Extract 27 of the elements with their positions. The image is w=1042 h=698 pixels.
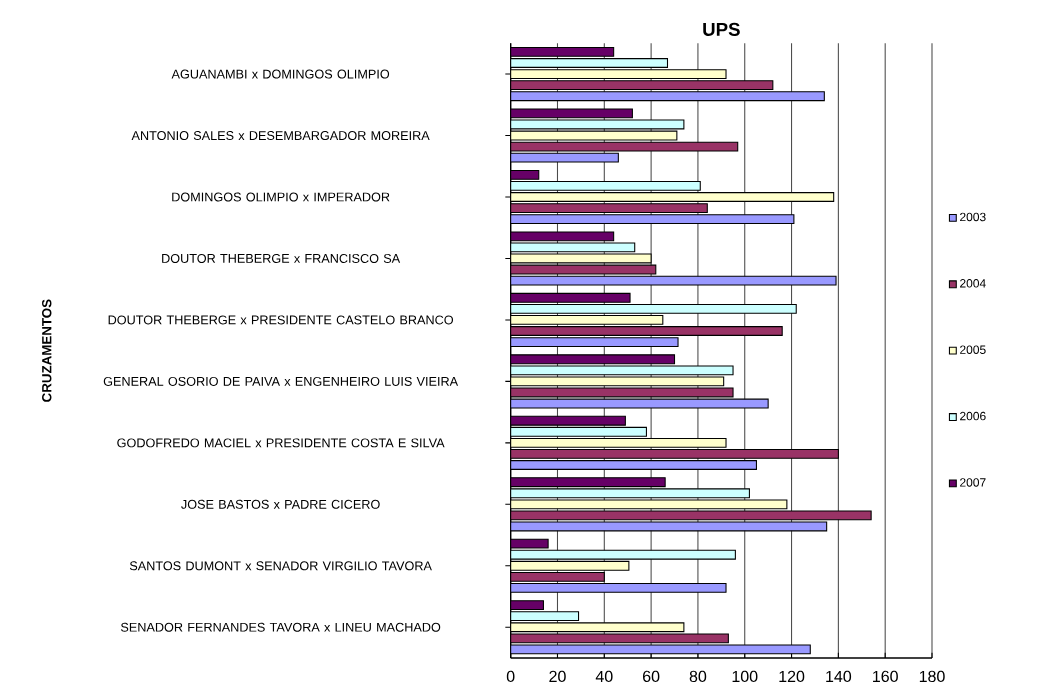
y-tick-label: AGUANAMBI x DOMINGOS OLIMPIO [171, 69, 390, 79]
y-axis-title: CRUZAMENTOS [42, 299, 52, 402]
y-tick-label: ANTONIO SALES x DESEMBARGADOR MOREIRA [131, 131, 430, 141]
x-tick-label: 20 [549, 670, 566, 683]
x-tick-label: 140 [826, 670, 852, 683]
x-tick-label: 120 [779, 670, 805, 683]
legend-label: 2006 [960, 411, 986, 421]
y-tick-label: GENERAL OSORIO DE PAIVA x ENGENHEIRO LUIS VIEIRA [103, 376, 459, 386]
y-tick-label: DOUTOR THEBERGE x PRESIDENTE CASTELO BRANCO [108, 315, 454, 325]
y-tick-label: DOMINGOS OLIMPIO x IMPERADOR [172, 192, 390, 202]
y-tick-label: GODOFREDO MACIEL x PRESIDENTE COSTA E SILVA [117, 438, 445, 448]
legend-label: 2003 [960, 212, 986, 222]
chart-title: UPS [703, 22, 740, 36]
x-tick-label: 0 [506, 670, 515, 683]
y-tick-label: SANTOS DUMONT x SENADOR VIRGILIO TAVORA [129, 561, 432, 571]
y-tick-label: SENADOR FERNANDES TAVORA x LINEU MACHADO [120, 622, 441, 632]
x-tick-label: 60 [643, 670, 660, 683]
legend-label: 2004 [960, 279, 986, 288]
y-tick-label: DOUTOR THEBERGE x FRANCISCO SA [162, 253, 401, 263]
x-tick-label: 160 [873, 670, 898, 683]
x-tick-label: 100 [732, 670, 758, 683]
x-tick-label: 80 [689, 670, 707, 683]
y-tick-label: JOSE BASTOS x PADRE CICERO [181, 499, 380, 509]
legend-label: 2005 [960, 345, 986, 354]
x-tick-label: 40 [595, 670, 613, 683]
x-tick-label: 180 [919, 670, 945, 683]
legend-label: 2007 [960, 478, 986, 487]
